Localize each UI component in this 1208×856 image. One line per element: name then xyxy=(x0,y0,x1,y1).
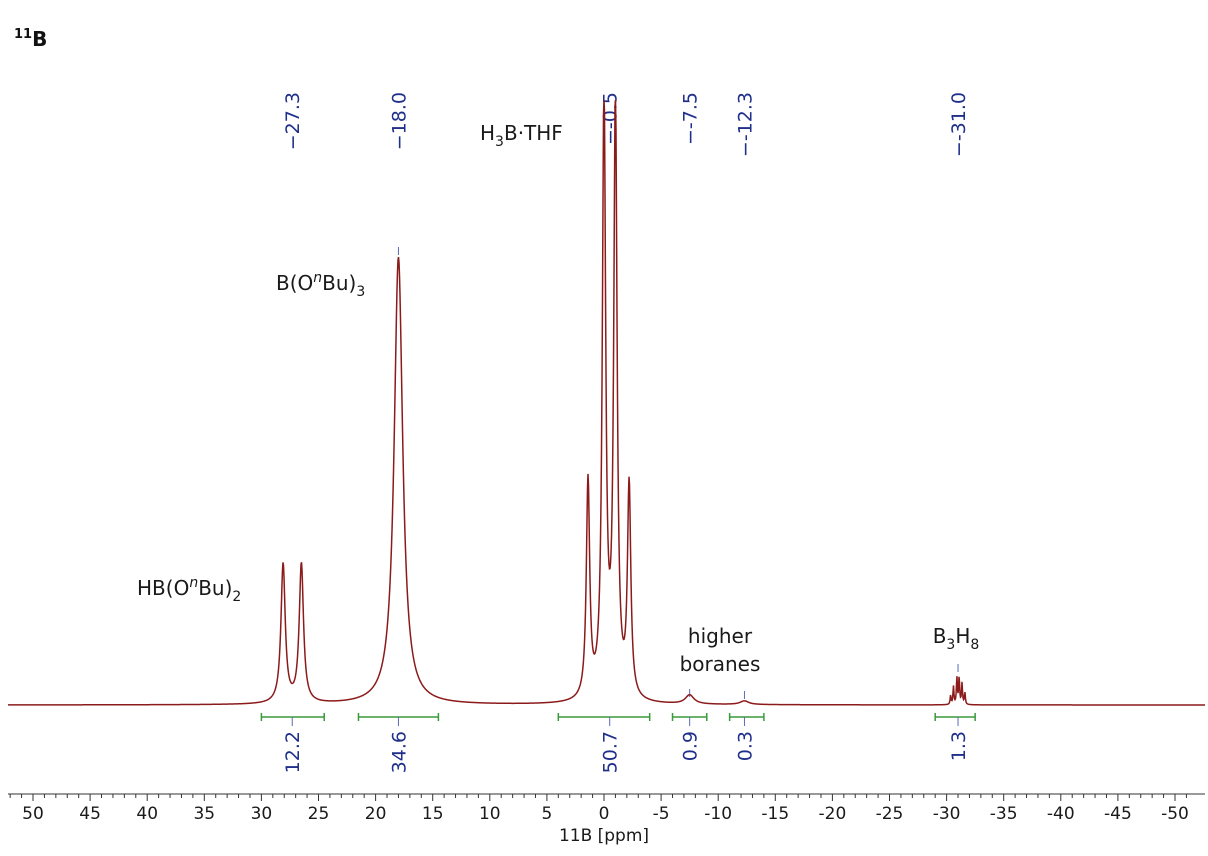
peak-label-part: higher xyxy=(688,624,753,648)
peak-label-part: B·THF xyxy=(504,121,563,145)
integral-value-label: 0.3 xyxy=(734,731,756,761)
integral-region: 50.7 xyxy=(557,713,651,773)
x-tick-label: 5 xyxy=(541,804,552,824)
x-tick-label: -25 xyxy=(876,804,904,824)
x-tick-label: 35 xyxy=(193,804,215,824)
x-tick-label: -35 xyxy=(990,804,1018,824)
integral-region: 0.3 xyxy=(728,713,765,761)
integral-region: 1.3 xyxy=(934,713,976,761)
integral-value-label: 34.6 xyxy=(388,731,410,773)
integral-region: 0.9 xyxy=(671,713,708,761)
peak-shift-label: −18.0 xyxy=(388,92,410,150)
peak-shift-label: −-12.3 xyxy=(734,92,756,157)
x-tick-label: 10 xyxy=(479,804,501,824)
nucleus-mass-number: 11 xyxy=(14,27,32,42)
spectrum-line xyxy=(8,99,1205,706)
label-b-obu3: B(OnBu)3 xyxy=(276,270,365,300)
peak-label-part: HB(O xyxy=(137,576,189,600)
peak-label-part: H xyxy=(480,121,495,145)
x-tick-label: 30 xyxy=(251,804,273,824)
integral-region: 34.6 xyxy=(357,713,440,773)
nucleus-symbol: B xyxy=(32,27,47,51)
x-tick-label: 50 xyxy=(22,804,44,824)
x-tick-label: -20 xyxy=(819,804,847,824)
peak-assignment-labels: H3B·THFB(OnBu)3HB(OnBu)2higherboranesB3H… xyxy=(137,121,979,676)
peak-label-part: 3 xyxy=(946,637,955,653)
x-tick-label: -5 xyxy=(653,804,670,824)
x-tick-label: -10 xyxy=(704,804,732,824)
integral-region: 12.2 xyxy=(260,713,325,773)
x-tick-label: -50 xyxy=(1161,804,1189,824)
peak-shift-label: −-7.5 xyxy=(680,92,702,145)
x-tick-label: 45 xyxy=(79,804,101,824)
x-axis-title: 11B [ppm] xyxy=(559,826,649,846)
x-axis: 50 45 40 35 30 25 20 15 10 5 0 -5 -10 -15 -20 -25 -30 -35… xyxy=(8,793,1205,824)
integral-value-label: 0.9 xyxy=(680,731,702,761)
peak-label-part: 8 xyxy=(970,637,979,653)
label-b3h8: B3H8 xyxy=(933,624,980,653)
integral-value-label: 12.2 xyxy=(282,731,304,773)
peak-shift-label: −27.3 xyxy=(282,92,304,150)
peak-label-part: H xyxy=(955,624,970,648)
peak-label-part: 2 xyxy=(232,589,241,605)
x-tick-label: 25 xyxy=(308,804,330,824)
label-higher: higher xyxy=(688,624,753,648)
label-h3b-thf: H3B·THF xyxy=(480,121,563,150)
x-tick-label: -45 xyxy=(1104,804,1132,824)
label-hb-obu2: HB(OnBu)2 xyxy=(137,575,241,605)
integral-value-label: 1.3 xyxy=(948,731,970,761)
spectrum-trace xyxy=(8,99,1205,706)
x-tick-label: -40 xyxy=(1047,804,1075,824)
peak-label-part: 3 xyxy=(495,134,504,150)
integral-value-label: 50.7 xyxy=(600,731,622,773)
peak-shift-label: −-31.0 xyxy=(948,92,970,157)
peak-label-part: Bu) xyxy=(322,271,356,295)
peak-label-part: Bu) xyxy=(198,576,232,600)
integral-regions: 12.2 34.6 50.7 0.9 0.3 1.3 xyxy=(260,713,976,773)
peak-label-part: boranes xyxy=(680,652,761,676)
peak-label-part: B xyxy=(933,624,947,648)
x-tick-label: 0 xyxy=(599,804,610,824)
x-tick-label: -15 xyxy=(761,804,789,824)
nucleus-label: 11B xyxy=(14,27,47,51)
x-tick-label: 40 xyxy=(136,804,158,824)
peak-label-part: 3 xyxy=(356,284,365,300)
peak-label-part: n xyxy=(189,575,198,591)
x-tick-label: -30 xyxy=(933,804,961,824)
label-boranes: boranes xyxy=(680,652,761,676)
x-tick-label: 20 xyxy=(365,804,387,824)
x-tick-label: 15 xyxy=(422,804,444,824)
peak-label-part: B(O xyxy=(276,271,313,295)
peak-label-part: n xyxy=(313,270,322,286)
svg-text:11B: 11B xyxy=(14,27,47,51)
